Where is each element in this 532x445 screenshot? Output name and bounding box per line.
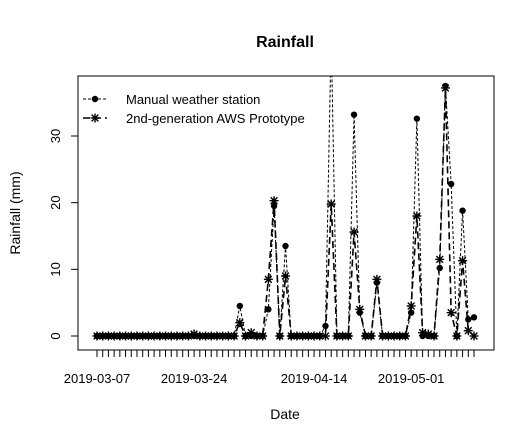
x-tick-label: 2019-04-14 (281, 371, 348, 386)
data-point (344, 332, 353, 341)
data-point (407, 302, 416, 311)
legend-item: Manual weather station (83, 92, 260, 107)
data-point (281, 272, 290, 281)
chart-title: Rainfall (256, 34, 314, 51)
data-point (458, 256, 467, 265)
legend-marker (92, 96, 98, 102)
data-point (258, 332, 267, 341)
y-tick-label: 20 (48, 195, 63, 209)
data-point (412, 212, 421, 221)
y-axis-label: Rainfall (mm) (7, 171, 23, 254)
data-point (328, 33, 334, 39)
x-axis-label: Date (270, 406, 300, 422)
data-point (372, 275, 381, 284)
legend: Manual weather station 2nd-generation AWS… (83, 92, 305, 126)
data-point (471, 314, 477, 320)
data-point (264, 275, 273, 284)
legend-marker (91, 114, 100, 123)
data-point (235, 318, 244, 327)
data-point (448, 181, 454, 187)
series-line (97, 36, 474, 336)
data-point (430, 332, 439, 341)
y-axis: 0 10 20 30 (48, 129, 78, 340)
data-point (270, 196, 279, 205)
data-point (470, 332, 479, 341)
legend-label: 2nd-generation AWS Prototype (126, 111, 305, 126)
data-point (230, 332, 239, 341)
y-tick-label: 0 (48, 332, 63, 339)
legend-item: 2nd-generation AWS Prototype (83, 111, 305, 126)
data-point (435, 255, 444, 264)
data-point (351, 111, 357, 117)
data-point (447, 308, 456, 317)
data-point (459, 207, 465, 213)
data-point (452, 332, 461, 341)
data-point (465, 316, 471, 322)
data-point (414, 115, 420, 121)
data-point (321, 332, 330, 341)
x-tick-label: 2019-05-01 (378, 371, 445, 386)
data-point (275, 332, 284, 341)
x-tick-label: 2019-03-07 (64, 371, 131, 386)
data-point (401, 332, 410, 341)
data-point (327, 200, 336, 209)
series-layer (93, 33, 479, 341)
series-1 (94, 33, 477, 339)
data-point (350, 228, 359, 237)
data-point (355, 305, 364, 314)
data-point (367, 332, 376, 341)
data-point (282, 243, 288, 249)
data-point (441, 84, 450, 93)
y-tick-label: 30 (48, 129, 63, 143)
x-axis: 2019-03-07 2019-03-24 2019-04-14 2019-05-01 (64, 350, 474, 386)
x-tick-label: 2019-03-24 (161, 371, 228, 386)
data-point (237, 303, 243, 309)
legend-label: Manual weather station (126, 92, 260, 107)
y-tick-label: 10 (48, 262, 63, 276)
